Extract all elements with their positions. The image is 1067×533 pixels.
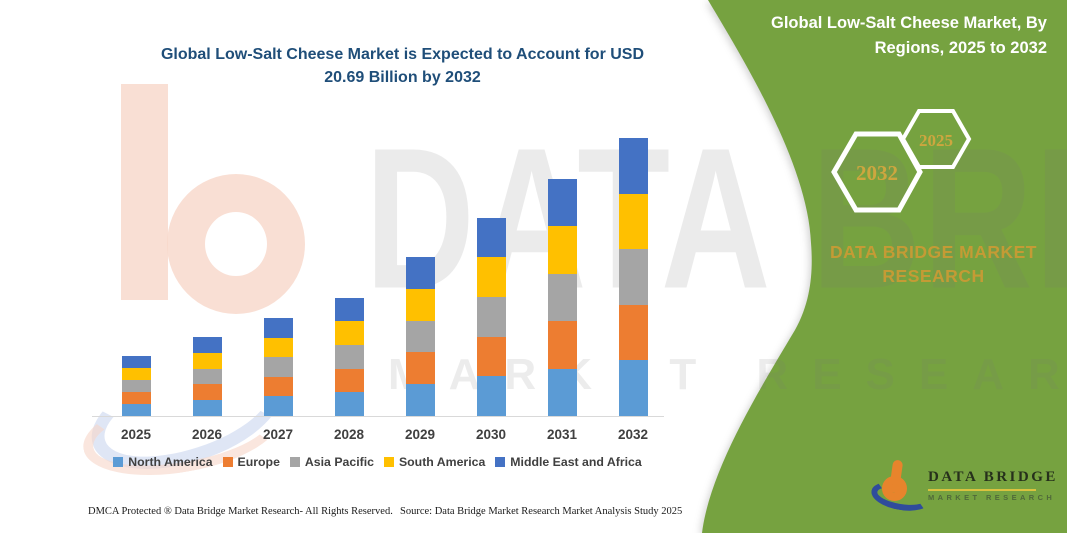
footer-source-text: Source: Data Bridge Market Research Mark… [400, 506, 683, 517]
logo-subtitle: MARKET RESEARCH [928, 493, 1056, 502]
x-axis-label-2025: 2025 [120, 427, 152, 442]
data-bridge-logo: DATA BRIDGE MARKET RESEARCH [869, 459, 1055, 517]
legend-item-europe: Europe [222, 455, 280, 469]
bar-segment-europe [263, 376, 293, 397]
bar-2026 [192, 337, 222, 416]
bar-2027 [263, 318, 293, 416]
bar-2031 [547, 178, 577, 416]
bar-2032 [618, 138, 648, 416]
x-axis-label-2027: 2027 [262, 427, 294, 442]
x-axis-label-2026: 2026 [191, 427, 223, 442]
bar-segment-europe [618, 304, 648, 361]
bar-segment-north-america [263, 396, 293, 416]
legend-marker-icon [383, 457, 394, 467]
bar-segment-asia-pacific [405, 320, 435, 353]
bar-segment-north-america [121, 403, 151, 416]
stacked-bar-chart: 2025 2026 2027 2028 2029 2030 2031 2032 [92, 138, 664, 442]
bar-segment-asia-pacific [618, 249, 648, 305]
bar-segment-south-america [618, 193, 648, 250]
bar-segment-middle-east-and-africa [334, 297, 364, 322]
x-axis-line [92, 416, 664, 417]
bar-segment-south-america [192, 352, 222, 369]
bar-segment-north-america [405, 384, 435, 416]
x-axis-label-2030: 2030 [475, 427, 507, 442]
bar-segment-europe [405, 352, 435, 385]
hexagon-2032 [831, 131, 923, 213]
bar-segment-middle-east-and-africa [405, 257, 435, 289]
legend-marker-icon [289, 457, 300, 467]
bar-segment-asia-pacific [547, 273, 577, 322]
legend-marker-icon [113, 457, 124, 467]
legend-item-asia-pacific: Asia Pacific [289, 455, 374, 469]
legend-item-south-america: South America [383, 455, 486, 469]
logo-b-bowl-icon [882, 476, 907, 501]
bar-segment-asia-pacific [334, 344, 364, 369]
bar-segment-asia-pacific [263, 357, 293, 377]
bar-segment-south-america [263, 337, 293, 358]
bar-segment-north-america [476, 376, 506, 416]
legend-label: North America [128, 455, 213, 469]
legend-marker-icon [222, 457, 233, 467]
legend-item-north-america: North America [113, 455, 213, 469]
bar-segment-south-america [334, 321, 364, 345]
bar-2025 [121, 355, 151, 416]
bar-segment-asia-pacific [192, 368, 222, 385]
legend-item-middle-east-and-africa: Middle East and Africa [495, 455, 642, 469]
legend-marker-icon [495, 457, 506, 467]
footer-dmca-text: DMCA Protected ® Data Bridge Market Rese… [88, 506, 393, 517]
bar-segment-south-america [405, 288, 435, 321]
bar-segment-middle-east-and-africa [547, 178, 577, 227]
bar-segment-north-america [618, 360, 648, 416]
bar-segment-europe [476, 336, 506, 377]
x-axis-label-2032: 2032 [617, 427, 649, 442]
bar-2029 [405, 257, 435, 416]
bar-segment-south-america [547, 226, 577, 274]
panel-title: Global Low-Salt Cheese Market, By Region… [771, 14, 1047, 57]
bar-2030 [476, 217, 506, 416]
bar-segment-middle-east-and-africa [192, 337, 222, 353]
bar-segment-europe [121, 391, 151, 404]
bar-segment-europe [334, 368, 364, 393]
x-axis-label-2031: 2031 [546, 427, 578, 442]
brand-text: DATA BRIDGE MARKET RESEARCH [830, 242, 1037, 286]
bar-segment-south-america [476, 257, 506, 297]
logo-swoosh-icon [869, 477, 933, 515]
hexagon-2032-label: 2032 [856, 161, 898, 185]
bar-segment-asia-pacific [476, 296, 506, 337]
bar-segment-asia-pacific [121, 379, 151, 392]
bar-segment-north-america [192, 400, 222, 416]
bar-segment-europe [547, 321, 577, 369]
hexagon-2025-label: 2025 [919, 131, 953, 150]
bar-segment-north-america [547, 368, 577, 416]
chart-title: Global Low-Salt Cheese Market is Expecte… [160, 46, 645, 86]
year-hexagons: 2025 2032 [831, 109, 972, 213]
bar-segment-middle-east-and-africa [263, 318, 293, 338]
legend-label: Middle East and Africa [510, 455, 642, 469]
bar-segment-middle-east-and-africa [476, 217, 506, 258]
logo-name: DATA BRIDGE [928, 469, 1058, 485]
x-axis-label-2029: 2029 [404, 427, 436, 442]
bar-segment-south-america [121, 367, 151, 380]
bar-segment-north-america [334, 392, 364, 416]
bar-segment-middle-east-and-africa [618, 138, 648, 194]
bar-segment-europe [192, 384, 222, 401]
legend-label: South America [398, 455, 486, 469]
legend-label: Asia Pacific [304, 455, 374, 469]
legend-label: Europe [237, 455, 280, 469]
x-axis-label-2028: 2028 [333, 427, 365, 442]
logo-gold-rule [928, 489, 1036, 491]
bar-segment-middle-east-and-africa [121, 355, 151, 368]
chart-legend: North America Europe Asia Pacific South Ame… [85, 455, 670, 469]
bar-2028 [334, 297, 364, 416]
